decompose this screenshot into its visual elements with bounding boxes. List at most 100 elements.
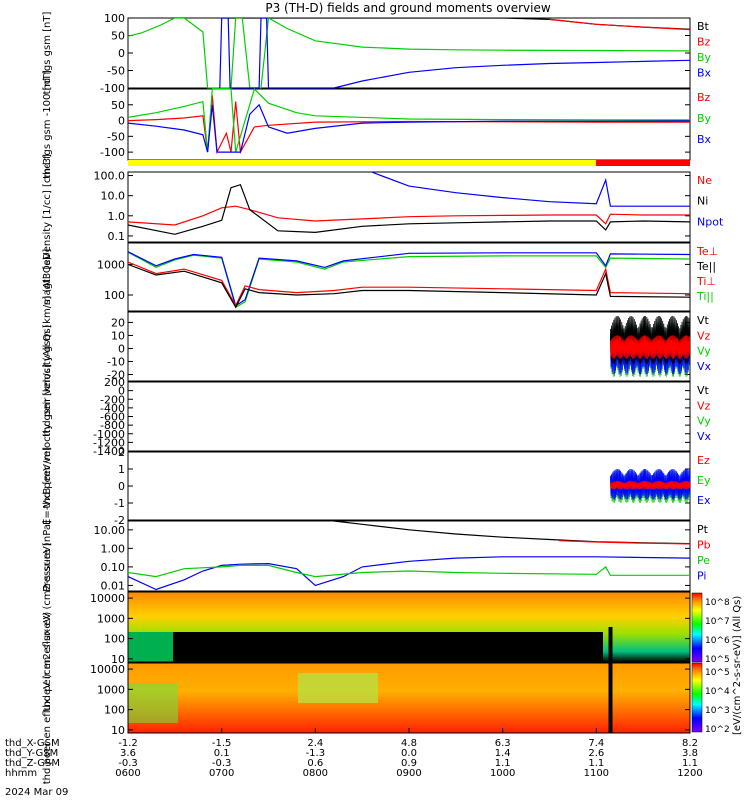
colorbar-tick-label: 10^2 (705, 725, 730, 735)
colorbar-tick-label: 10^7 (705, 617, 730, 627)
panel-fgs: 100 50 0 -50 -100 thd fgs gsm [nT] Bt Bz By Bx (42, 12, 712, 95)
y-axis-label: magt3 [eV] (42, 249, 53, 306)
colorbar-tick-label: 10^8 (705, 598, 730, 608)
y-tick-label: 10.0 (101, 190, 126, 203)
y-tick-label: -1 (114, 497, 125, 510)
legend-vy: Vy (697, 345, 711, 358)
orbit-row-value: 0.6 (307, 758, 323, 769)
colorbar-ticks: 10^8 10^7 10^6 10^5 10^5 10^4 10^3 10^2 (705, 598, 730, 735)
y-axis-label: Density [1/cc] [cm-3] (42, 154, 53, 260)
y-tick-label: 1000 (97, 683, 125, 696)
legend-ni: Ni (697, 195, 708, 208)
orbit-row-value: 4.8 (401, 738, 417, 749)
y-tick-label: 1.00 (101, 542, 126, 555)
legend-vz: Vz (697, 329, 711, 342)
series-line-pt (334, 520, 690, 545)
y-tick-label: 10 (111, 653, 125, 666)
y-tick-label: 20 (111, 316, 125, 329)
orbit-row-value: 0.0 (401, 748, 417, 759)
series-line-by (128, 87, 690, 153)
panel-ion_spectrogram: 10000 1000 100 10 thd peir en eflux eV (cm2-… (42, 542, 691, 712)
y-tick-label: 0.01 (101, 579, 126, 592)
y-tick-label: -100 (100, 82, 125, 95)
series-line-bt (221, 18, 690, 30)
orbit-row-value: 6.3 (495, 738, 511, 749)
y-tick-label: 10.00 (94, 524, 126, 537)
spectrogram-green-region (128, 632, 173, 662)
legend-vt: Vt (697, 314, 710, 327)
y-tick-label: 100 (104, 289, 125, 302)
noise-band-red (610, 335, 690, 359)
legend-bz: Bz (697, 36, 711, 49)
panel-frame (127, 591, 691, 663)
y-tick-label: 100 (104, 704, 125, 717)
colorbar-label: [eV/(cm^2-s-sr-eV)] (All Qs) (732, 596, 743, 735)
y-axis-label: thd peir en eflux eV (cm2-s-sr-eV) (42, 542, 53, 711)
series-line-ni (128, 183, 690, 235)
orbit-row-value: -0.3 (212, 758, 232, 769)
y-tick-label: 1000 (97, 258, 125, 271)
y-tick-label: 0 (118, 480, 125, 493)
y-tick-label: 100 (104, 12, 125, 25)
colorbar-upper (691, 592, 703, 663)
y-axis-label: thd fgs gsm -100 [nT] (42, 70, 53, 179)
y-tick-label: 0 (118, 385, 125, 398)
yellow-red-orbit-bar (128, 160, 690, 166)
orbit-row-label: thd_Y-GSM (5, 748, 58, 759)
panel-frame (127, 520, 691, 592)
legend-bx: Bx (697, 133, 712, 146)
y-tick-label: 10000 (90, 663, 125, 676)
y-axis-label: thd peir velocity gsm [km/s] (All Qs) (42, 256, 53, 437)
orbit-bar-red (596, 160, 690, 166)
legend-pi: Pi (697, 570, 706, 583)
orbit-row-value: -1.3 (306, 748, 326, 759)
y-tick-label: 10000 (90, 592, 125, 605)
panel-frame (127, 171, 691, 243)
legend-ex: Ex (697, 494, 711, 507)
legend-ti: Ti⊥ (696, 275, 716, 288)
legend-ti: Ti|| (696, 290, 714, 303)
series-line-pb (558, 540, 690, 545)
series-line-bx (128, 103, 690, 153)
orbit-row-value: 0.9 (401, 758, 417, 769)
noise-band-red (610, 480, 690, 490)
orbit-row-value: 3.8 (682, 748, 698, 759)
colorbar-tick-label: 10^5 (705, 668, 730, 678)
orbit-row-label: thd_Z-GSM (5, 758, 60, 769)
panel-elec_spectrogram: 10000 1000 100 10 thd peer en eflux eV (cm2-… (42, 612, 691, 784)
y-tick-label: 100 (104, 633, 125, 646)
y-tick-label: -50 (107, 65, 125, 78)
colorbar-lower (691, 662, 703, 733)
series-line-by (128, 18, 690, 89)
y-axis-label: thd fgs gsm [nT] (42, 12, 53, 95)
y-tick-label: 0 (118, 115, 125, 128)
panel-frame (127, 242, 691, 312)
orbit-row-value: 0.1 (214, 748, 230, 759)
panel-frame (127, 381, 691, 452)
orbit-row-value: 1.1 (495, 758, 511, 769)
orbit-row-value: 7.4 (588, 738, 604, 749)
y-tick-label: 50 (111, 99, 125, 112)
colorbar: [eV/(cm^2-s-sr-eV)] (All Qs) (691, 592, 743, 735)
orbit-row-label: hhmm (5, 768, 37, 779)
legend-npot: Npot (697, 215, 724, 228)
legend-vz: Vz (697, 399, 711, 412)
y-axis-label: E=-VxB [mV/m] (42, 447, 53, 525)
y-tick-label: 2 (118, 446, 125, 459)
panel-frame (127, 311, 691, 382)
y-tick-label: -1200 (93, 436, 125, 449)
series-line-bz (549, 18, 690, 31)
colorbar-tick-label: 10^4 (705, 687, 730, 697)
series-line-te (128, 263, 690, 309)
panel-frame (127, 17, 691, 89)
orbit-row-value: -0.3 (118, 758, 138, 769)
series-line-pi (128, 556, 690, 591)
series-line-ne (128, 205, 690, 226)
colorbar-tick-label: 10^3 (705, 706, 730, 716)
y-tick-label: 0.1 (108, 230, 126, 243)
series-line-npot (371, 171, 690, 207)
orbit-row-value: 3.6 (120, 748, 136, 759)
